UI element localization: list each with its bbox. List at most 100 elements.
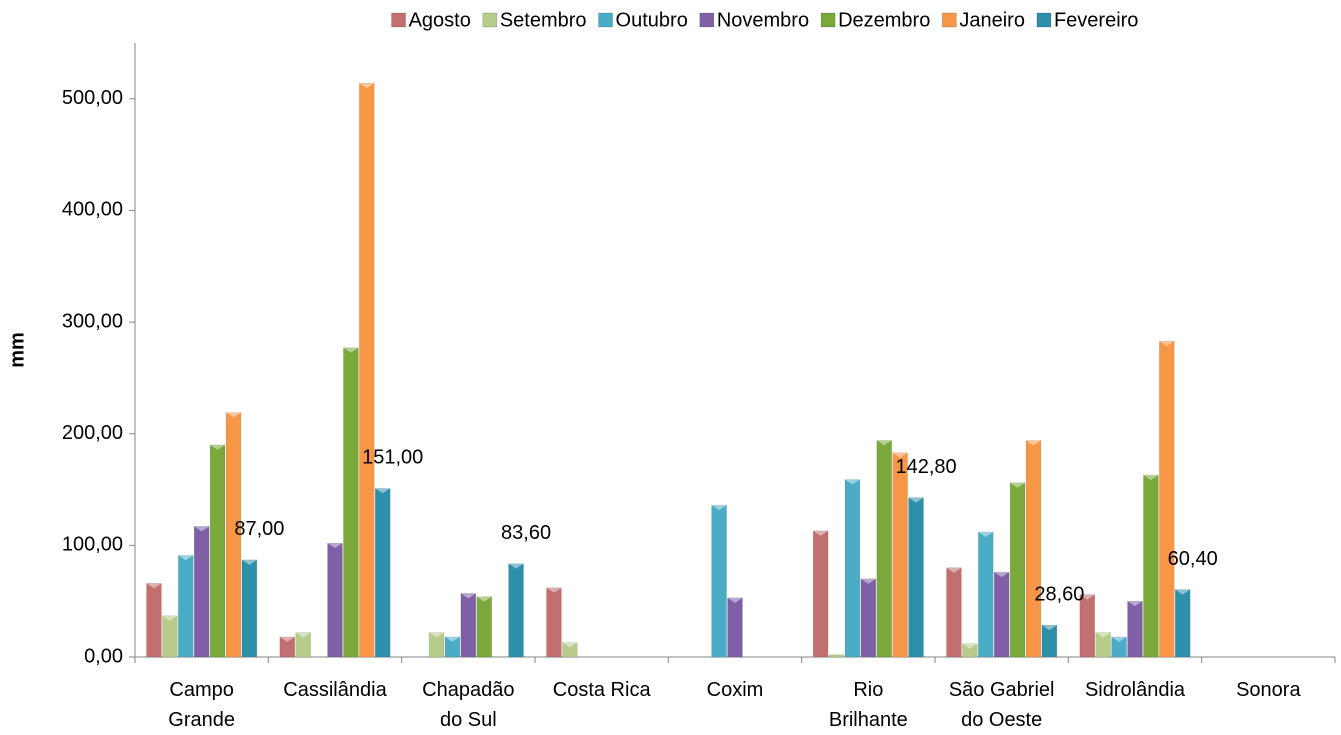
data-label: 87,00 <box>234 518 284 540</box>
bar-cap <box>962 643 978 649</box>
y-tick-label: 100,00 <box>62 534 123 556</box>
bar-cap <box>562 642 578 648</box>
bar-cap <box>1041 625 1057 631</box>
bar-cap <box>146 583 162 589</box>
bar <box>162 615 178 658</box>
bar <box>508 563 524 658</box>
bar <box>295 632 311 658</box>
x-tick-label: Campo Grande <box>168 679 235 731</box>
bar <box>241 559 258 658</box>
legend-label: Novembro <box>717 9 809 31</box>
bar-cap <box>194 526 210 532</box>
bar <box>993 571 1010 658</box>
x-tick-label: Rio Brilhante <box>829 679 908 731</box>
x-tick-label: Cassilândia <box>283 679 387 701</box>
bar <box>1095 632 1111 658</box>
bar-cap <box>1127 601 1143 607</box>
bar <box>1159 340 1175 658</box>
bar-cap <box>444 636 460 642</box>
bar <box>727 597 743 658</box>
bar-cap <box>162 615 178 621</box>
bar-cap <box>860 578 876 584</box>
y-tick-label: 300,00 <box>62 310 123 332</box>
bar-cap <box>210 444 226 450</box>
bar <box>828 654 845 658</box>
legend-swatch <box>391 12 406 28</box>
y-axis-label: mm <box>6 332 28 368</box>
bar-cap <box>460 593 476 599</box>
bar <box>546 587 562 658</box>
bar-cap <box>429 632 444 638</box>
bar <box>892 452 908 658</box>
bar <box>876 440 892 658</box>
bar-cap <box>1079 594 1095 600</box>
bar-cap <box>241 559 257 565</box>
bar <box>860 578 877 658</box>
x-tick-label: Chapadão do Sul <box>422 679 514 731</box>
bar <box>193 526 210 658</box>
bar-cap <box>711 505 727 511</box>
bar <box>1175 589 1191 658</box>
bar-cap <box>1159 341 1175 347</box>
data-label: 83,60 <box>501 522 551 544</box>
bar-cap <box>1143 475 1159 481</box>
bar-cap <box>813 530 829 536</box>
bar-cap <box>508 563 524 569</box>
bar <box>978 531 994 658</box>
y-tick-label: 400,00 <box>62 199 123 221</box>
bar <box>1079 594 1095 658</box>
bar <box>1009 482 1026 658</box>
bar <box>343 347 359 658</box>
legend-swatch <box>598 12 613 28</box>
bar-cap <box>343 347 359 353</box>
bar <box>1041 624 1058 658</box>
data-label: 151,00 <box>362 447 423 469</box>
bar-cap <box>226 412 241 418</box>
bar <box>908 497 924 658</box>
bar <box>1025 440 1042 658</box>
data-label: 60,40 <box>1168 548 1218 570</box>
bar <box>327 542 343 658</box>
legend-label: Setembro <box>500 9 587 31</box>
x-tick-label: Costa Rica <box>553 679 652 701</box>
bar-cap <box>908 497 924 503</box>
bar-cap <box>476 596 492 602</box>
x-tick-label: Sonora <box>1236 679 1301 701</box>
legend-swatch <box>699 12 715 28</box>
bar-cap <box>994 572 1010 578</box>
legend-label: Outubro <box>616 9 688 31</box>
bar <box>359 82 375 658</box>
data-label: 142,80 <box>895 456 956 478</box>
bar <box>844 479 861 658</box>
bar <box>428 632 445 658</box>
bar-cap <box>892 452 908 458</box>
bar <box>375 488 391 658</box>
bar-cap <box>1095 632 1111 638</box>
bar-cap <box>546 587 562 593</box>
bar <box>225 412 242 658</box>
x-tick-label: São Gabriel do Oeste <box>949 679 1055 731</box>
legend-swatch <box>820 12 836 28</box>
bar <box>178 555 194 658</box>
bar-cap <box>876 440 892 446</box>
y-tick-label: 0,00 <box>84 645 123 667</box>
bar-cap <box>1111 636 1127 642</box>
y-tick-label: 200,00 <box>62 422 123 444</box>
bar-cap <box>1026 440 1041 446</box>
bar-cap <box>279 636 295 642</box>
x-tick-label: Sidrolândia <box>1085 679 1186 701</box>
bar <box>146 583 162 658</box>
bar <box>1111 636 1127 658</box>
x-tick-label: Coxim <box>707 679 764 701</box>
bar-cap <box>844 479 860 485</box>
bar-cap <box>295 632 311 638</box>
bar-cap <box>1010 482 1026 488</box>
bar <box>562 642 578 658</box>
y-tick-label: 500,00 <box>62 87 123 109</box>
legend-label: Agosto <box>409 9 471 31</box>
data-label: 28,60 <box>1034 583 1084 605</box>
bar-cap <box>178 555 194 561</box>
bar-cap <box>727 597 743 603</box>
bar-cap <box>359 83 375 89</box>
